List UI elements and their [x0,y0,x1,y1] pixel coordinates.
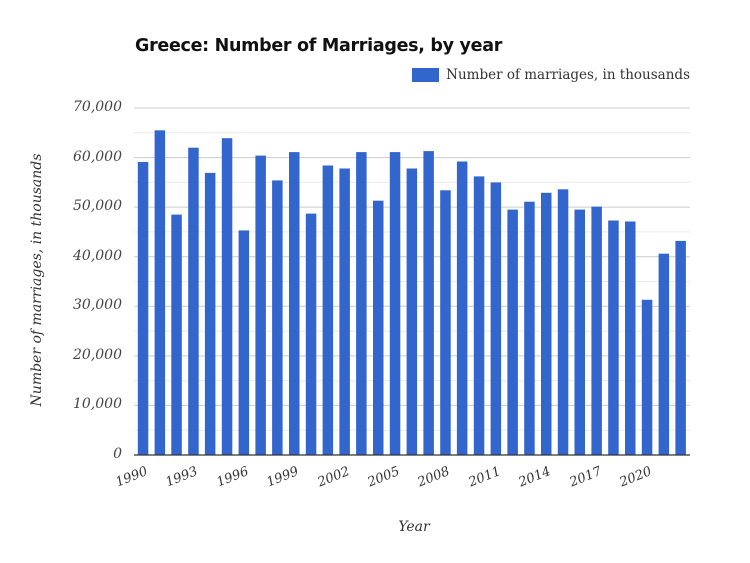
bar-1998[interactable] [272,180,283,455]
bar-1992[interactable] [171,214,182,455]
bar-2011[interactable] [490,182,502,455]
bar-1997[interactable] [255,155,266,455]
bar-2017[interactable] [591,206,602,455]
bar-2012[interactable] [507,209,518,455]
y-tick-label: 50,000 [73,198,122,215]
bar-2014[interactable] [541,192,552,456]
y-tick-label: 10,000 [73,396,122,413]
bar-2007[interactable] [423,151,434,455]
y-tick-label: 70,000 [73,99,122,115]
bar-2022[interactable] [675,240,686,455]
bar-2015[interactable] [557,189,569,456]
bar-2010[interactable] [473,176,485,455]
bar-2020[interactable] [641,299,653,455]
legend-label: Number of marriages, in thousands [446,67,690,83]
bar-2000[interactable] [305,213,317,455]
bar-2021[interactable] [658,253,670,455]
bar-2008[interactable] [440,190,451,456]
bar-2002[interactable] [339,168,350,456]
y-tick-label: 60,000 [73,148,122,165]
bar-1991[interactable] [154,130,166,456]
bar-2001[interactable] [322,165,334,456]
bar-2009[interactable] [456,161,468,456]
chart-title: Greece: Number of Marriages, by year [135,36,503,56]
x-axis-title: Year [398,519,430,535]
bar-1999[interactable] [289,152,300,455]
bar-1993[interactable] [188,147,199,455]
bar-2019[interactable] [625,221,636,456]
bar-2003[interactable] [356,152,367,455]
y-tick-label: 0 [113,446,122,462]
bar-1995[interactable] [221,138,233,455]
bar-2018[interactable] [608,220,619,456]
y-tick-label: 30,000 [73,297,122,314]
bar-2013[interactable] [524,201,535,455]
legend: Number of marriages, in thousands [412,67,690,83]
y-tick-label: 20,000 [73,346,122,363]
bar-2016[interactable] [574,209,586,455]
bar-2005[interactable] [389,152,401,455]
bar-1990[interactable] [137,162,149,455]
bar-2006[interactable] [406,168,418,456]
bar-1994[interactable] [204,172,216,455]
y-tick-label: 40,000 [73,247,122,264]
bar-2004[interactable] [373,200,384,455]
legend-swatch [412,68,440,82]
bar-1996[interactable] [238,230,250,455]
